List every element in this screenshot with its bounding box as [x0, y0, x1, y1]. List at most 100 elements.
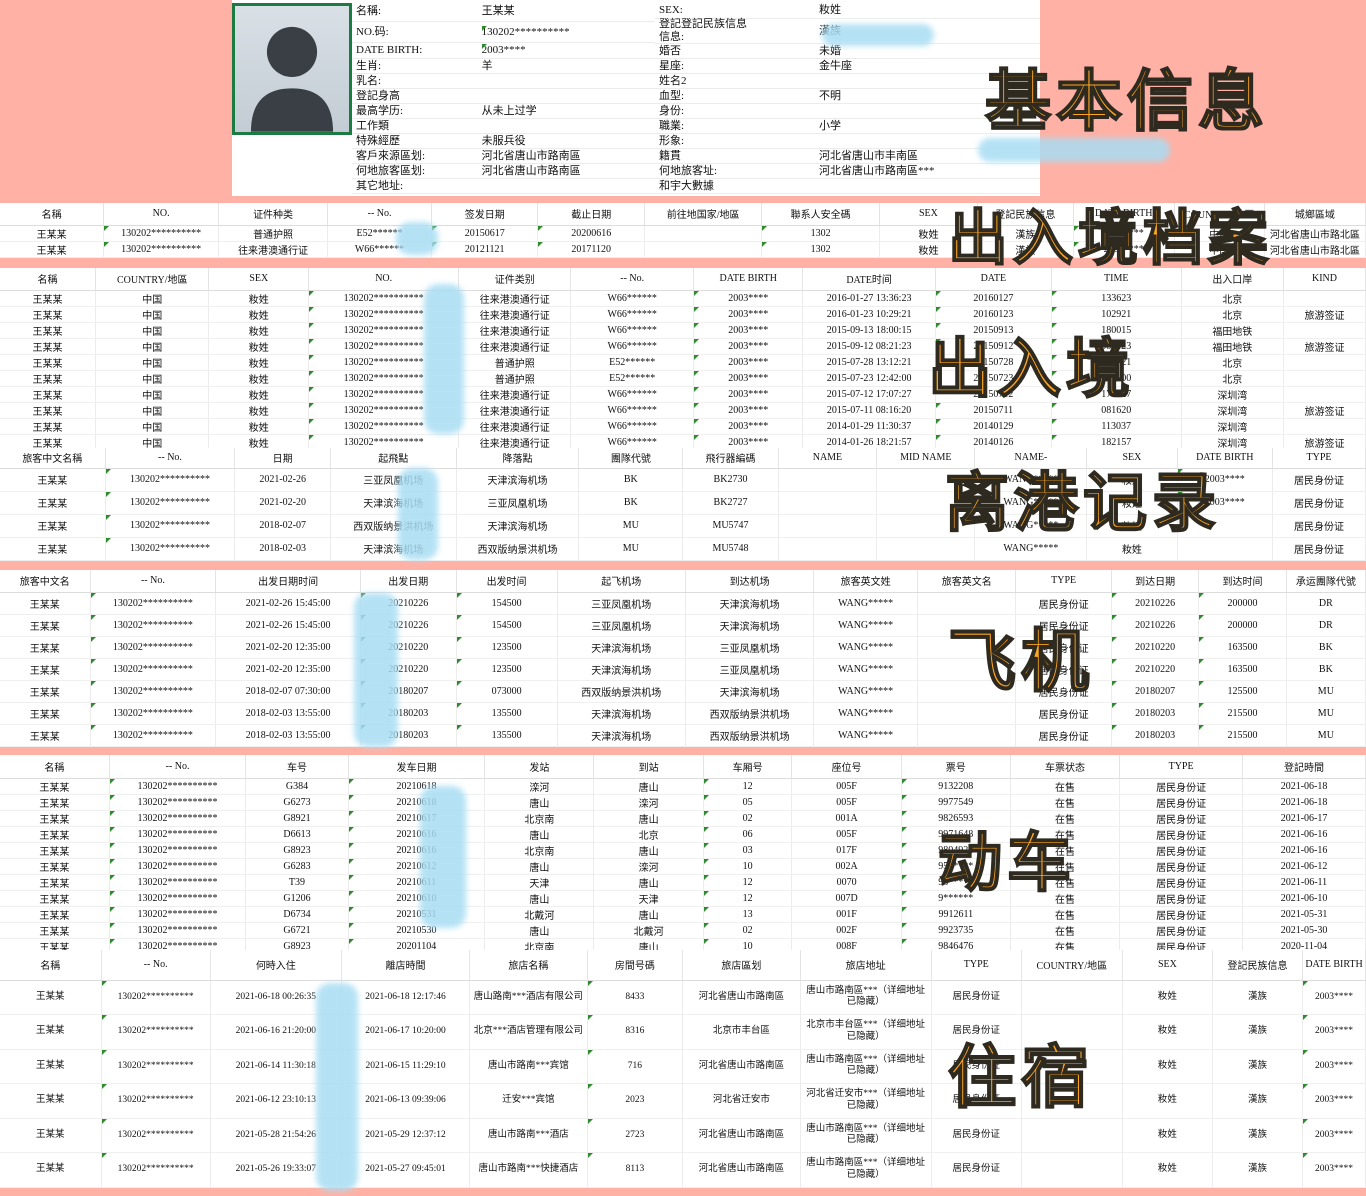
table-cell: 8113 [587, 1152, 684, 1188]
field-label: 職業: [659, 119, 685, 132]
table-cell: D6613 [245, 826, 349, 843]
column-header: 证件种类 [218, 203, 329, 226]
table-cell: 130202********** [109, 842, 247, 859]
table-cell: 12 [703, 890, 793, 907]
table-cell: WANG***** [813, 614, 919, 637]
field-label: 姓名2 [659, 74, 687, 87]
table-cell: 籹姓 [208, 386, 310, 403]
table-cell: 2021-06-17 [1242, 810, 1366, 827]
table-cell: 王某某 [0, 1118, 102, 1153]
table-cell: 王某某 [0, 514, 106, 538]
table-cell: WANG***** [813, 658, 919, 681]
table-row: 王某某 130202********** T39 20210611 天津 唐山 12 0070… [0, 874, 1366, 891]
field-value: 不明 [819, 89, 842, 102]
table-cell: BK [1286, 658, 1366, 681]
table-cell: 20160127 [935, 290, 1052, 307]
watermark-departure: 离港记录 [944, 467, 1221, 540]
column-header: -- No. [327, 203, 432, 226]
table-cell: 130202********** [109, 794, 247, 811]
table-row: 王某某 中国 籹姓 130202********** 普通护照 E52****** 2003… [0, 370, 1366, 387]
table-cell: 籹姓 [208, 418, 310, 435]
table-cell: 王某某 [0, 826, 110, 843]
departure-record-table-grid: 旅客中文名稱 -- No. 日期 起飛點 降落點 團隊代號 飛行器編碼 NAME MID NAM… [0, 448, 1366, 561]
column-header: 團隊代號 [578, 448, 684, 469]
table-cell: 130202********** [90, 680, 217, 703]
column-header: 车号 [245, 755, 349, 779]
field-value: 2003**** [481, 44, 655, 57]
table-cell: 居民身份证 [1015, 702, 1112, 725]
table-cell: 三亚凤凰机场 [685, 658, 815, 681]
field-label: 何地旅客址: [659, 164, 718, 177]
field-value: 河北省唐山市路南區 [481, 164, 581, 177]
table-cell: 唐山市路南***酒店 [469, 1118, 588, 1153]
table-row: 王某某 130202********** 2021-06-18 00:26:35 20… [0, 980, 1366, 1015]
table-cell: MU [1286, 724, 1366, 747]
table-header-row: 名稱 NO. 证件种类 -- No. 签发日期 截止日期 前往地国家/地區 聯系人安全碼 SEX… [0, 203, 1366, 226]
column-header: DATE BIRTH [1073, 203, 1175, 226]
column-header: 登記民族信息 [977, 203, 1074, 226]
entry-exit-archive-table-grid: 名稱 NO. 证件种类 -- No. 签发日期 截止日期 前往地国家/地區 聯系人安全碼 SEX… [0, 203, 1366, 258]
table-cell: 西双版纳景洪机场 [685, 702, 815, 725]
table-cell: 唐山市路南區***（详细地址已隐藏） [800, 1152, 932, 1188]
table-cell: MU5747 [682, 514, 779, 538]
table-cell: 王某某 [0, 680, 91, 703]
table-cell: 居民身份证 [1119, 778, 1244, 795]
table-cell: MU5748 [682, 537, 779, 561]
table-cell: 200000 [1198, 614, 1287, 637]
table-cell: 20171120 [537, 241, 645, 258]
column-header: 降落點 [456, 448, 580, 469]
table-cell: 130202********** [109, 922, 247, 939]
table-cell: 1302 [761, 225, 880, 242]
field-label: NO.码: [356, 25, 389, 38]
field-label: 其它地址: [356, 179, 404, 192]
table-cell: 2021-06-13 09:39:06 [341, 1083, 471, 1119]
table-cell: 005F [791, 778, 902, 795]
column-header: TYPE [1119, 755, 1244, 779]
table-cell: 20150912 [935, 338, 1052, 355]
table-cell: 王某某 [0, 1049, 102, 1084]
hotel-table-grid: 名稱 -- No. 何時入住 離店時間 旅店名稱 房間号碼 旅店區划 旅店地址 TYPE COUN… [0, 950, 1366, 1188]
table-cell: 西双版纳景洪机场 [557, 680, 686, 703]
column-header: COUNTRY/地區 [1021, 950, 1123, 981]
table-cell: 居民身份证 [1015, 614, 1112, 637]
table-cell: WANG***** [813, 592, 919, 615]
column-header: 旅客中文名 [0, 570, 91, 593]
table-cell: 唐山 [593, 906, 704, 923]
table-row: 王某某 130202********** D6613 20210616 唐山 北京 06 00… [0, 826, 1366, 843]
table-cell: 居民身份证 [1119, 858, 1244, 875]
column-header: 到站 [593, 755, 704, 779]
table-cell: 王某某 [0, 225, 105, 242]
table-cell: 河北省迁安市***（详细地址已隐藏） [800, 1083, 932, 1119]
table-cell: 籹姓 [208, 322, 310, 339]
table-cell: 130202********** [105, 537, 236, 561]
table-cell: 往来港澳通行证 [218, 241, 329, 258]
column-header: NO. [308, 268, 460, 291]
table-cell: 王某某 [0, 906, 110, 923]
profile-field-row: 特殊經歷 未服兵役 [352, 134, 655, 149]
table-cell: 王某某 [0, 1152, 102, 1188]
table-cell: 2003**** [693, 386, 804, 403]
table-cell: 130202********** [103, 225, 219, 242]
table-cell [1021, 1014, 1123, 1050]
redaction-smudge [822, 24, 934, 46]
table-cell: WANG***** [974, 468, 1088, 492]
table-cell: W66****** [570, 418, 695, 435]
table-cell: 2014-01-29 11:30:37 [802, 418, 936, 435]
column-header: -- No. [105, 448, 236, 469]
column-header: 旅店區划 [682, 950, 801, 981]
column-header: 票号 [901, 755, 1011, 779]
redaction-smudge [424, 284, 464, 434]
table-cell: 2003**** [693, 290, 804, 307]
column-header: 離店時間 [341, 950, 471, 981]
redaction-smudge [398, 468, 438, 560]
table-cell: 中国 [95, 402, 210, 419]
table-cell: 旅游签证 [1283, 402, 1366, 419]
column-header: SEX [1122, 950, 1213, 981]
table-cell: 唐山 [593, 810, 704, 827]
table-cell: G6721 [245, 922, 349, 939]
table-cell [1283, 418, 1366, 435]
